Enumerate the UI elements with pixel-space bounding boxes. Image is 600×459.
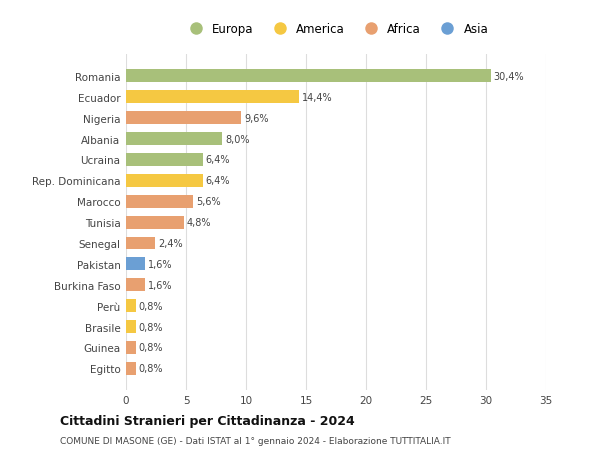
Bar: [126, 237, 155, 250]
Text: 5,6%: 5,6%: [196, 197, 221, 207]
Bar: [126, 341, 136, 354]
Text: 0,8%: 0,8%: [139, 364, 163, 374]
Legend: Europa, America, Africa, Asia: Europa, America, Africa, Asia: [181, 21, 491, 39]
Text: 6,4%: 6,4%: [206, 155, 230, 165]
Bar: [126, 112, 241, 125]
Text: Cittadini Stranieri per Cittadinanza - 2024: Cittadini Stranieri per Cittadinanza - 2…: [60, 414, 355, 428]
Bar: [126, 299, 136, 313]
Bar: [126, 258, 145, 271]
Text: 14,4%: 14,4%: [302, 93, 332, 103]
Text: COMUNE DI MASONE (GE) - Dati ISTAT al 1° gennaio 2024 - Elaborazione TUTTITALIA.: COMUNE DI MASONE (GE) - Dati ISTAT al 1°…: [60, 436, 451, 445]
Bar: [126, 91, 299, 104]
Text: 8,0%: 8,0%: [225, 134, 250, 144]
Text: 0,8%: 0,8%: [139, 342, 163, 353]
Text: 6,4%: 6,4%: [206, 176, 230, 186]
Bar: [126, 362, 136, 375]
Text: 30,4%: 30,4%: [494, 72, 524, 82]
Bar: [126, 196, 193, 208]
Text: 1,6%: 1,6%: [148, 280, 173, 290]
Text: 9,6%: 9,6%: [244, 113, 269, 123]
Bar: [126, 279, 145, 291]
Text: 1,6%: 1,6%: [148, 259, 173, 269]
Bar: [126, 70, 491, 83]
Text: 0,8%: 0,8%: [139, 322, 163, 332]
Text: 2,4%: 2,4%: [158, 239, 182, 248]
Text: 4,8%: 4,8%: [187, 218, 211, 228]
Bar: [126, 174, 203, 187]
Bar: [126, 154, 203, 167]
Bar: [126, 320, 136, 333]
Bar: [126, 216, 184, 229]
Text: 0,8%: 0,8%: [139, 301, 163, 311]
Bar: [126, 133, 222, 146]
